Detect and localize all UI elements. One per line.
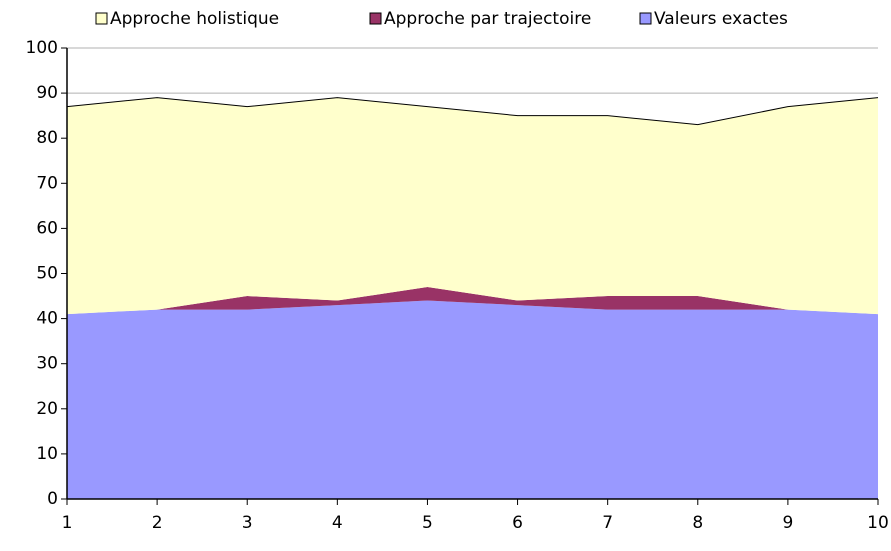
y-tick-label: 0	[47, 489, 58, 509]
y-tick-label: 10	[36, 444, 58, 464]
area-outline	[66, 97, 879, 126]
area	[67, 97, 878, 315]
y-tick-label: 20	[36, 399, 58, 419]
legend-label: Approche par trajectoire	[384, 9, 591, 29]
y-tick-label: 100	[26, 38, 58, 58]
legend-swatch	[95, 12, 108, 25]
x-tick-label: 5	[422, 513, 433, 533]
y-tick-label: 80	[36, 128, 58, 148]
x-tick-label: 2	[152, 513, 163, 533]
legend-swatch	[369, 12, 382, 25]
x-tick-label: 3	[242, 513, 253, 533]
x-tick-label: 6	[512, 513, 523, 533]
legend-swatch	[639, 12, 652, 25]
x-tick-label: 7	[602, 513, 613, 533]
y-tick-label: 70	[36, 173, 58, 193]
y-tick-label: 90	[36, 83, 58, 103]
x-tick-label: 4	[332, 513, 343, 533]
legend-label: Approche holistique	[110, 9, 279, 29]
y-tick-label: 50	[36, 264, 58, 284]
x-tick-label: 10	[867, 513, 889, 533]
x-tick-label: 1	[62, 513, 73, 533]
area	[67, 300, 878, 499]
area	[67, 287, 878, 315]
x-tick-label: 8	[692, 513, 703, 533]
y-tick-label: 30	[36, 354, 58, 374]
y-tick-label: 40	[36, 309, 58, 329]
legend-label: Valeurs exactes	[654, 9, 788, 29]
y-tick-label: 60	[36, 218, 58, 238]
x-tick-label: 9	[782, 513, 793, 533]
